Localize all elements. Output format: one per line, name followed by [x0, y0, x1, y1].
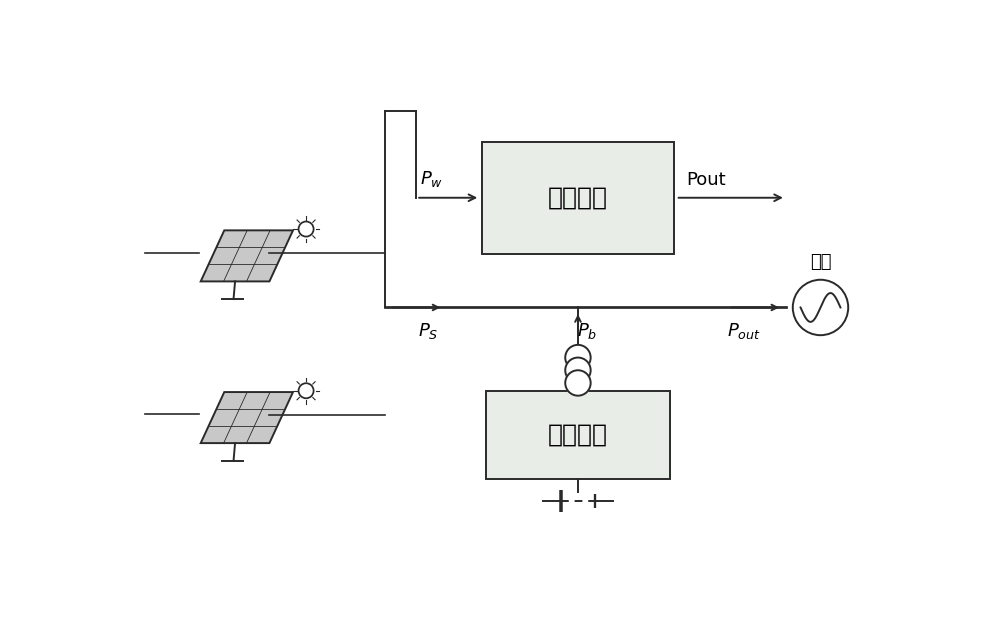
Text: $P_{out}$: $P_{out}$ [727, 321, 760, 341]
Bar [486, 391, 670, 479]
Text: 电网: 电网 [810, 253, 831, 271]
Bar [482, 142, 674, 253]
Text: $P_w$: $P_w$ [420, 169, 443, 188]
Text: 储能系统: 储能系统 [548, 423, 608, 447]
Circle shape [565, 358, 591, 383]
Text: $P_S$: $P_S$ [418, 321, 438, 341]
Circle shape [565, 370, 591, 396]
Circle shape [565, 345, 591, 370]
Polygon shape [201, 231, 293, 281]
Text: 控制系统: 控制系统 [548, 186, 608, 210]
Text: $P_b$: $P_b$ [577, 321, 597, 341]
Polygon shape [201, 392, 293, 443]
Text: Pout: Pout [686, 171, 725, 188]
